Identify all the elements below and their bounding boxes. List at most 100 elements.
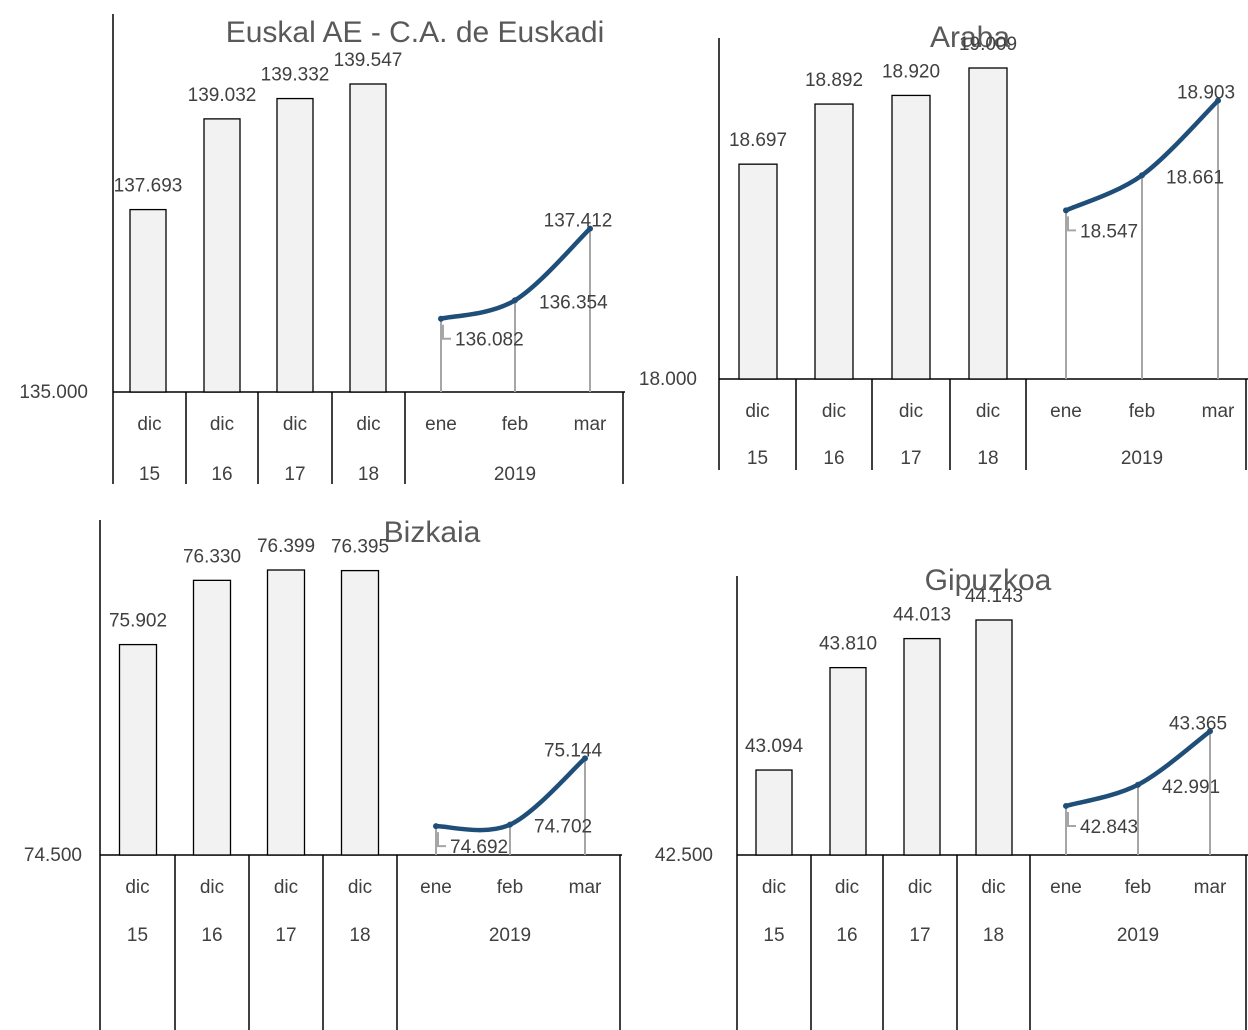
y-axis-base-label: 74.500 [24, 845, 82, 866]
y-axis-base-label: 135.000 [19, 382, 88, 403]
category-label-bottom: 15 [127, 925, 148, 946]
year-group-label: 2019 [1121, 448, 1163, 469]
bar-value-label: 139.547 [334, 50, 403, 71]
category-label-top: dic [210, 414, 234, 435]
bar-value-label: 43.810 [819, 634, 877, 655]
category-label-bottom: 16 [211, 464, 232, 485]
bar [755, 769, 793, 856]
category-label-top: dic [981, 877, 1005, 898]
line-point [582, 755, 588, 762]
category-label-top: dic [125, 877, 149, 898]
line-point [1063, 207, 1069, 214]
category-label-bottom: 15 [139, 464, 160, 485]
month-label: ene [1050, 401, 1082, 422]
category-label-bottom: 18 [349, 925, 370, 946]
y-axis-base-label: 18.000 [639, 369, 697, 390]
category-label-bottom: 16 [823, 448, 844, 469]
category-label-bottom: 17 [900, 448, 921, 469]
line-point [1063, 802, 1069, 809]
bar [968, 67, 1008, 380]
bar-value-label: 19.009 [959, 34, 1017, 55]
bar [829, 666, 867, 856]
bar-value-label: 76.395 [331, 537, 389, 558]
month-label: ene [1050, 877, 1082, 898]
line-value-label: 74.702 [534, 817, 592, 838]
chart-title: Araba [930, 21, 1010, 54]
chart-panel-4: Gipuzkoa 42.500 dic 15 dic 16 dic 17 dic 18 ene feb… [655, 564, 1248, 1030]
month-label: feb [1125, 877, 1151, 898]
line-value-label: 18.547 [1080, 221, 1138, 242]
bar [349, 83, 387, 393]
line-point [587, 225, 593, 232]
chart-panel-1: Euskal AE - C.A. de Euskadi 135.000 dic 15 d… [19, 14, 625, 485]
line-point [433, 823, 439, 830]
bar-value-label: 18.892 [805, 70, 863, 91]
month-label: ene [420, 877, 452, 898]
line-point [512, 297, 518, 304]
line-value-label: 42.843 [1080, 817, 1138, 838]
line-value-label: 137.412 [544, 211, 613, 232]
category-label-top: dic [908, 877, 932, 898]
bar [975, 619, 1013, 856]
bar-value-label: 137.693 [114, 176, 183, 197]
category-label-bottom: 18 [977, 448, 998, 469]
chart-title: Euskal AE - C.A. de Euskadi [226, 16, 605, 49]
bar [118, 643, 158, 856]
line-point [1207, 728, 1213, 735]
label-leader [437, 832, 446, 848]
line-value-label: 74.692 [450, 837, 508, 858]
line-point [1135, 781, 1141, 788]
category-label-top: dic [835, 877, 859, 898]
line-point [1139, 172, 1145, 179]
bar [266, 569, 306, 856]
category-label-bottom: 17 [275, 925, 296, 946]
bar-value-label: 75.902 [109, 611, 167, 632]
year-group-label: 2019 [489, 925, 531, 946]
category-label-top: dic [283, 414, 307, 435]
line-value-label: 136.082 [455, 330, 524, 351]
bar-value-label: 76.399 [257, 536, 315, 557]
year-group-label: 2019 [494, 464, 536, 485]
category-label-bottom: 17 [909, 925, 930, 946]
chart-title: Gipuzkoa [925, 564, 1052, 597]
line-value-label: 136.354 [539, 292, 608, 313]
chart-title: Bizkaia [384, 516, 481, 549]
line-value-label: 75.144 [544, 740, 603, 761]
month-label: feb [1129, 401, 1155, 422]
line-point [507, 821, 513, 828]
month-label: mar [1202, 401, 1235, 422]
category-label-top: dic [822, 401, 846, 422]
bar [276, 97, 314, 393]
line-value-label: 18.903 [1177, 83, 1235, 104]
bar-value-label: 76.330 [183, 546, 241, 567]
bar-value-label: 44.013 [893, 605, 951, 626]
bar [203, 118, 241, 393]
bar-value-label: 139.332 [261, 65, 330, 86]
bar [738, 163, 778, 380]
bar [903, 637, 941, 856]
category-label-top: dic [356, 414, 380, 435]
bar [192, 579, 232, 856]
month-label: feb [497, 877, 523, 898]
bar-value-label: 139.032 [188, 85, 257, 106]
bar-value-label: 18.920 [882, 61, 940, 82]
category-label-top: dic [200, 877, 224, 898]
line-value-label: 42.991 [1162, 777, 1220, 798]
y-axis-base-label: 42.500 [655, 845, 713, 866]
month-label: mar [1194, 877, 1227, 898]
bar-value-label: 18.697 [729, 130, 787, 151]
bar-value-label: 44.143 [965, 586, 1023, 607]
line-value-label: 43.365 [1169, 713, 1227, 734]
label-leader [1067, 216, 1076, 232]
line-value-label: 18.661 [1166, 167, 1224, 188]
chart-panel-2: Araba 18.000 dic 15 dic 16 dic 17 dic 18 ene feb mar… [639, 21, 1248, 470]
label-leader [442, 324, 451, 340]
category-label-bottom: 18 [983, 925, 1004, 946]
line-point [1215, 97, 1221, 104]
category-label-bottom: 18 [358, 464, 379, 485]
category-label-bottom: 15 [763, 925, 784, 946]
category-label-bottom: 17 [284, 464, 305, 485]
category-label-top: dic [976, 401, 1000, 422]
bar [814, 103, 854, 380]
